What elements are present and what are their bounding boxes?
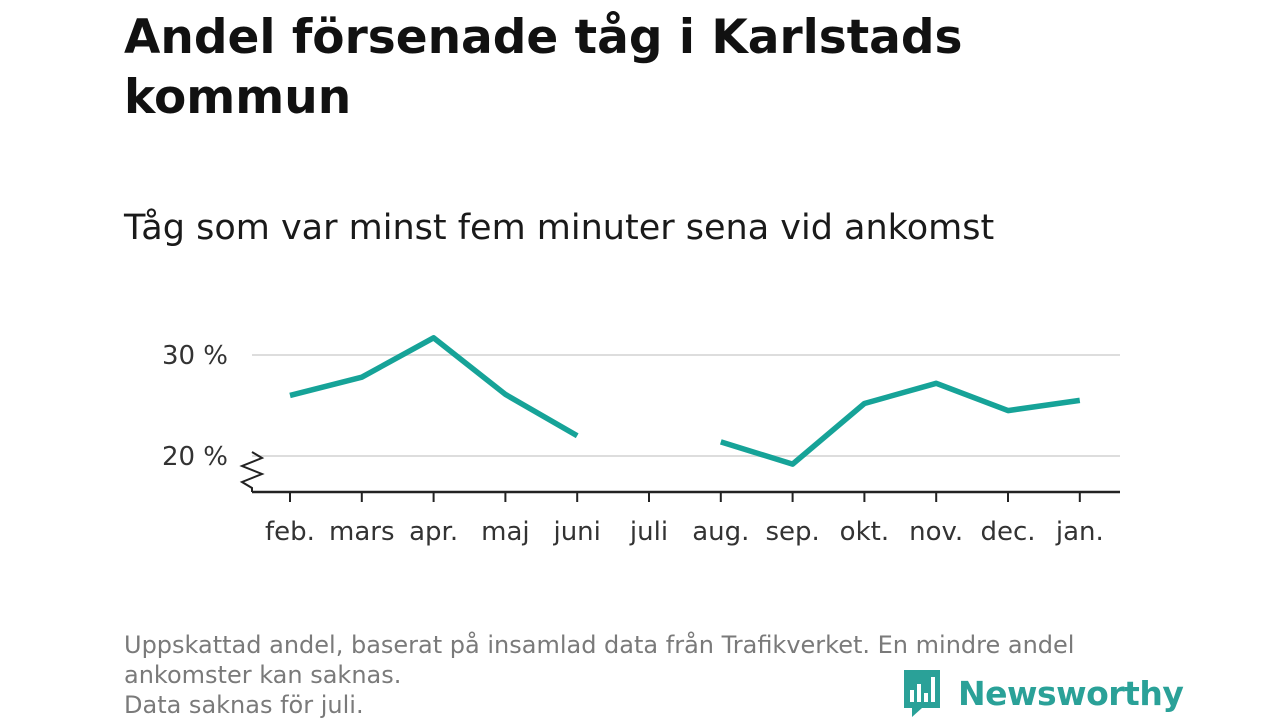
chart-subtitle: Tåg som var minst fem minuter sena vid a…	[124, 208, 995, 248]
footnote-line-3: Data saknas för juli.	[124, 691, 364, 719]
newsworthy-logo-icon	[904, 670, 940, 717]
series-lines	[289, 335, 1081, 467]
y-tick-label-20: 20 %	[162, 442, 228, 472]
footnote-line-1: Uppskattad andel, baserat på insamlad da…	[124, 631, 1075, 659]
series-0-line-segment-1	[719, 380, 1081, 467]
x-tick-label-8: okt.	[840, 517, 889, 547]
x-tick-label-7: sep.	[765, 517, 819, 547]
x-tick-label-10: dec.	[980, 517, 1035, 547]
x-tick-label-3: maj	[481, 517, 529, 547]
x-axis	[239, 451, 1120, 494]
footnote-line-2: ankomster kan saknas.	[124, 661, 402, 689]
y-tick-label-30: 30 %	[162, 341, 228, 371]
x-tick-label-2: apr.	[409, 517, 458, 547]
x-tick-label-6: aug.	[692, 517, 749, 547]
brand-name: Newsworthy	[958, 673, 1184, 713]
x-tick-label-9: nov.	[909, 517, 963, 547]
x-tick-label-0: feb.	[265, 517, 315, 547]
x-tick-label-4: juni	[552, 517, 600, 547]
x-tick-label-5: juli	[629, 517, 668, 547]
y-axis-ticks: 20 % 30 %	[162, 341, 228, 472]
x-tick-label-11: jan.	[1055, 517, 1104, 547]
y-axis-break-icon	[239, 451, 265, 492]
x-axis-ticks: feb. mars apr. maj juni juli aug. sep. okt. nov. d…	[265, 492, 1104, 547]
chart-title: Andel försenade tåg i Karlstads kommun	[124, 10, 963, 125]
footnote: Uppskattad andel, baserat på insamlad da…	[124, 630, 1164, 720]
newsworthy-logo: Newsworthy	[902, 668, 1184, 718]
x-tick-label-1: mars	[329, 517, 395, 547]
series-0-line-segment-0	[289, 335, 579, 439]
